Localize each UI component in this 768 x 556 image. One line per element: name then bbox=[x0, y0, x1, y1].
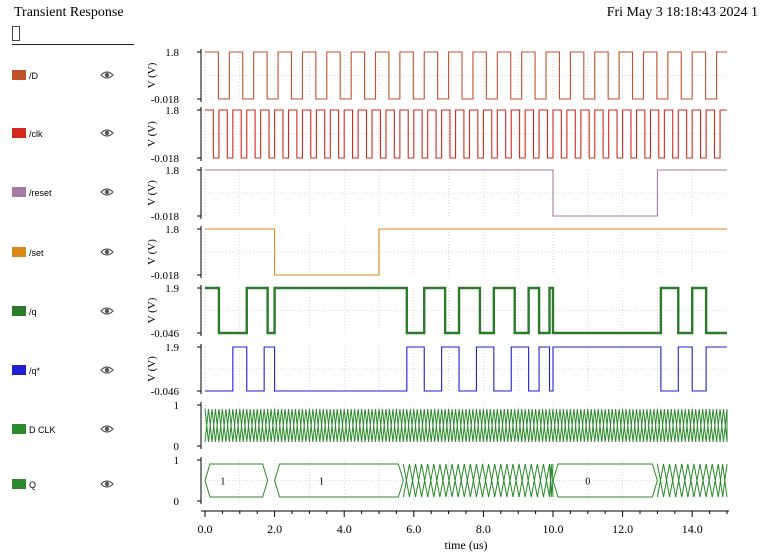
y-tick-label: 1 bbox=[174, 455, 180, 467]
legend-item[interactable]: Q bbox=[12, 479, 122, 493]
y-tick-label: -0.018 bbox=[151, 94, 180, 106]
y-axis-label: V (V) bbox=[146, 62, 158, 88]
filter-cursor bbox=[12, 26, 20, 41]
x-tick-label: 10.0 bbox=[543, 522, 564, 536]
legend-swatch bbox=[12, 365, 26, 375]
y-tick-label: 1.9 bbox=[165, 283, 179, 295]
legend-label: /q bbox=[29, 307, 37, 317]
bus-trace-dclk bbox=[204, 408, 728, 443]
signal-filter-input[interactable] bbox=[12, 24, 134, 45]
y-tick-label: -0.046 bbox=[151, 328, 180, 340]
bus-segment bbox=[274, 463, 404, 498]
visibility-eye-icon[interactable] bbox=[100, 478, 114, 490]
legend-label: /D bbox=[29, 71, 38, 81]
series-line-set bbox=[205, 228, 727, 276]
legend-swatch bbox=[12, 479, 26, 489]
bus-value-label: 1 bbox=[220, 477, 225, 488]
legend-item[interactable]: /q* bbox=[12, 365, 122, 379]
bus-transition-hatch bbox=[402, 463, 554, 498]
y-tick-label: 1.9 bbox=[165, 342, 179, 354]
y-tick-label: 1.8 bbox=[165, 105, 179, 117]
bus-transition-hatch bbox=[656, 463, 728, 498]
legend-label: Q bbox=[29, 480, 37, 490]
legend-label: /clk bbox=[29, 129, 43, 139]
legend-item[interactable]: /q bbox=[12, 306, 122, 320]
visibility-eye-icon[interactable] bbox=[100, 69, 114, 81]
x-tick-label: 12.0 bbox=[612, 522, 633, 536]
legend-item[interactable]: /clk bbox=[12, 128, 122, 142]
bus-value-label: 0 bbox=[585, 477, 590, 488]
bus-segment bbox=[552, 463, 658, 498]
legend-swatch bbox=[12, 128, 26, 138]
series-line-d bbox=[205, 51, 727, 100]
bus-value-label: 1 bbox=[319, 477, 324, 488]
y-tick-label: 1 bbox=[174, 400, 180, 412]
legend-label: /q* bbox=[29, 366, 41, 376]
legend-label: /reset bbox=[29, 188, 52, 198]
y-tick-label: -0.018 bbox=[151, 153, 180, 165]
legend-swatch bbox=[12, 306, 26, 316]
legend-label: /set bbox=[29, 248, 44, 258]
series-line-q bbox=[205, 286, 727, 335]
x-tick-label: 0.0 bbox=[198, 522, 213, 536]
datestamp: Fri May 3 18:18:43 2024 1 bbox=[606, 5, 758, 20]
y-tick-label: 0 bbox=[174, 441, 180, 453]
x-axis-label: time (us) bbox=[445, 538, 488, 552]
visibility-eye-icon[interactable] bbox=[100, 305, 114, 317]
legend-item[interactable]: /set bbox=[12, 247, 122, 261]
legend-item[interactable]: /D bbox=[12, 70, 122, 84]
x-tick-label: 14.0 bbox=[682, 522, 703, 536]
y-axis-label: V (V) bbox=[146, 356, 158, 382]
y-tick-label: 1.8 bbox=[165, 165, 179, 177]
legend-swatch bbox=[12, 187, 26, 197]
y-tick-label: -0.018 bbox=[151, 211, 180, 223]
y-axis-label: V (V) bbox=[146, 239, 158, 265]
x-tick-label: 6.0 bbox=[406, 522, 421, 536]
visibility-eye-icon[interactable] bbox=[100, 127, 114, 139]
x-tick-label: 8.0 bbox=[476, 522, 491, 536]
y-tick-label: -0.046 bbox=[151, 386, 180, 398]
legend-swatch bbox=[12, 247, 26, 257]
y-axis-label: V (V) bbox=[146, 121, 158, 147]
y-axis-label: V (V) bbox=[146, 297, 158, 323]
x-tick-label: 2.0 bbox=[267, 522, 282, 536]
y-tick-label: -0.018 bbox=[151, 270, 180, 282]
series-line-clk bbox=[205, 109, 727, 159]
y-tick-label: 1.8 bbox=[165, 47, 179, 59]
visibility-eye-icon[interactable] bbox=[100, 423, 114, 435]
x-tick-label: 4.0 bbox=[337, 522, 352, 536]
bus-segment bbox=[204, 463, 269, 498]
visibility-eye-icon[interactable] bbox=[100, 246, 114, 258]
series-line-q bbox=[205, 346, 727, 392]
legend-swatch bbox=[12, 70, 26, 80]
visibility-eye-icon[interactable] bbox=[100, 364, 114, 376]
legend-item[interactable]: /reset bbox=[12, 187, 122, 201]
legend-label: D CLK bbox=[29, 425, 56, 435]
series-line-reset bbox=[205, 169, 727, 217]
legend-item[interactable]: D CLK bbox=[12, 424, 122, 438]
y-axis-label: V (V) bbox=[146, 180, 158, 206]
legend-swatch bbox=[12, 424, 26, 434]
app-title: Transient Response bbox=[14, 5, 124, 20]
y-tick-label: 0 bbox=[174, 496, 180, 508]
visibility-eye-icon[interactable] bbox=[100, 186, 114, 198]
y-tick-label: 1.8 bbox=[165, 224, 179, 236]
